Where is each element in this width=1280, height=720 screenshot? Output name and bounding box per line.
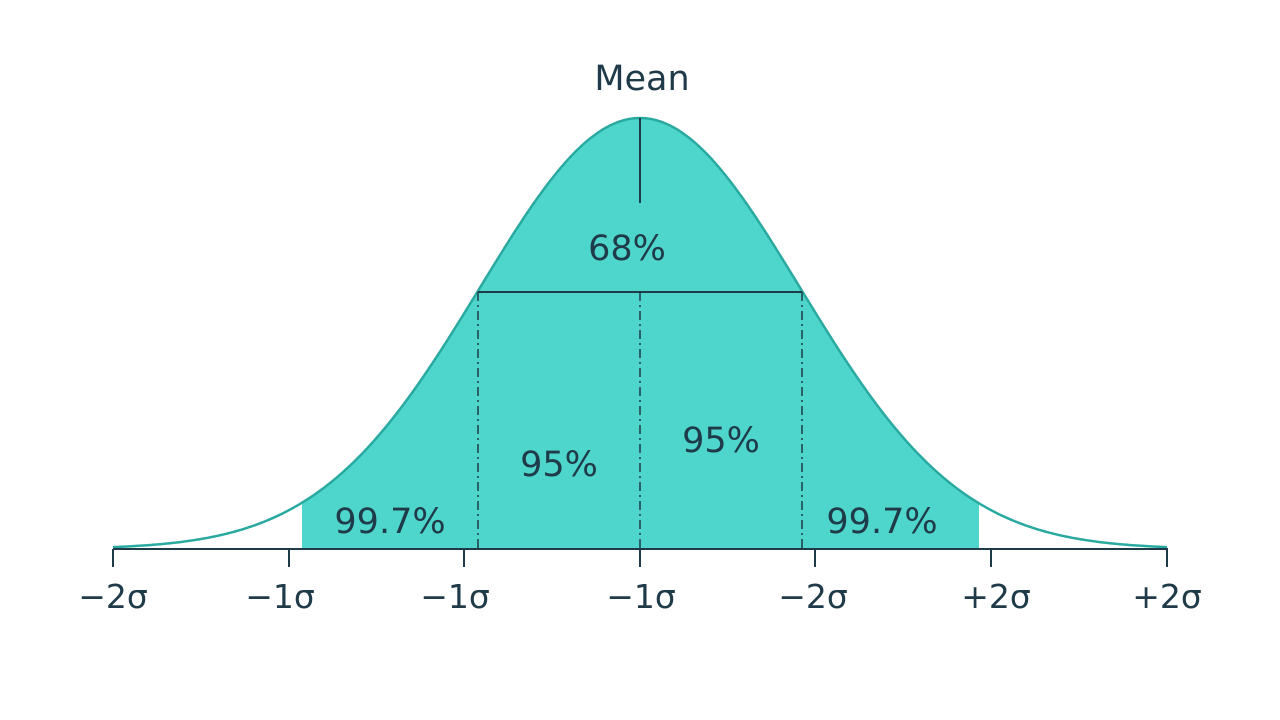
tick-labels: −2σ −1σ −1σ −1σ −2σ +2σ +2σ xyxy=(78,577,1202,616)
tick-label: −1σ xyxy=(420,577,490,616)
tick-marks xyxy=(112,549,1168,567)
tick-label: +2σ xyxy=(1132,577,1202,616)
tick-label: +2σ xyxy=(961,577,1031,616)
tick-label: −1σ xyxy=(245,577,315,616)
outer-right-region-label: 99.7% xyxy=(826,502,937,542)
inner-left-region-label: 95% xyxy=(520,445,598,485)
mean-title: Mean xyxy=(594,59,689,99)
center-region-label: 68% xyxy=(588,229,666,269)
tick-label: −2σ xyxy=(778,577,848,616)
outer-left-region-label: 99.7% xyxy=(334,502,445,542)
tick-label: −1σ xyxy=(606,577,676,616)
tick-label: −2σ xyxy=(78,577,148,616)
inner-right-region-label: 95% xyxy=(682,421,760,461)
